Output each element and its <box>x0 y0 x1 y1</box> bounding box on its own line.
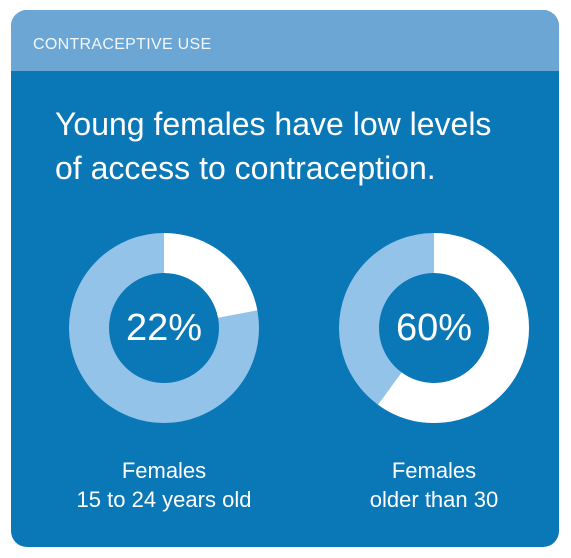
donut-svg-older <box>339 233 529 423</box>
section-header: CONTRACEPTIVE USE <box>11 10 559 71</box>
headline-line-1: Young females have low levels <box>55 106 492 142</box>
caption-young-line-2: 15 to 24 years old <box>76 487 252 512</box>
donut-value-arc-young <box>69 233 259 423</box>
caption-young-line-1: Females <box>121 458 207 483</box>
caption-older-line-2: older than 30 <box>369 487 499 512</box>
caption-young: Females 15 to 24 years old <box>44 456 284 514</box>
donut-svg-young <box>69 233 259 423</box>
donut-chart-older: 60% <box>339 233 529 423</box>
donut-chart-young: 22% <box>69 233 259 423</box>
donut-value-arc-older <box>339 233 529 423</box>
donut-percent-label-older: 60% <box>395 306 473 349</box>
donut-percent-label-young: 22% <box>125 306 203 349</box>
caption-older: Females older than 30 <box>314 456 554 514</box>
headline-line-2: of access to contraception. <box>55 150 436 186</box>
section-header-label: CONTRACEPTIVE USE <box>33 36 212 53</box>
headline: Young females have low levels of access … <box>55 102 525 190</box>
caption-older-line-1: Females <box>391 458 477 483</box>
infographic-card: CONTRACEPTIVE USE Young females have low… <box>11 10 559 547</box>
